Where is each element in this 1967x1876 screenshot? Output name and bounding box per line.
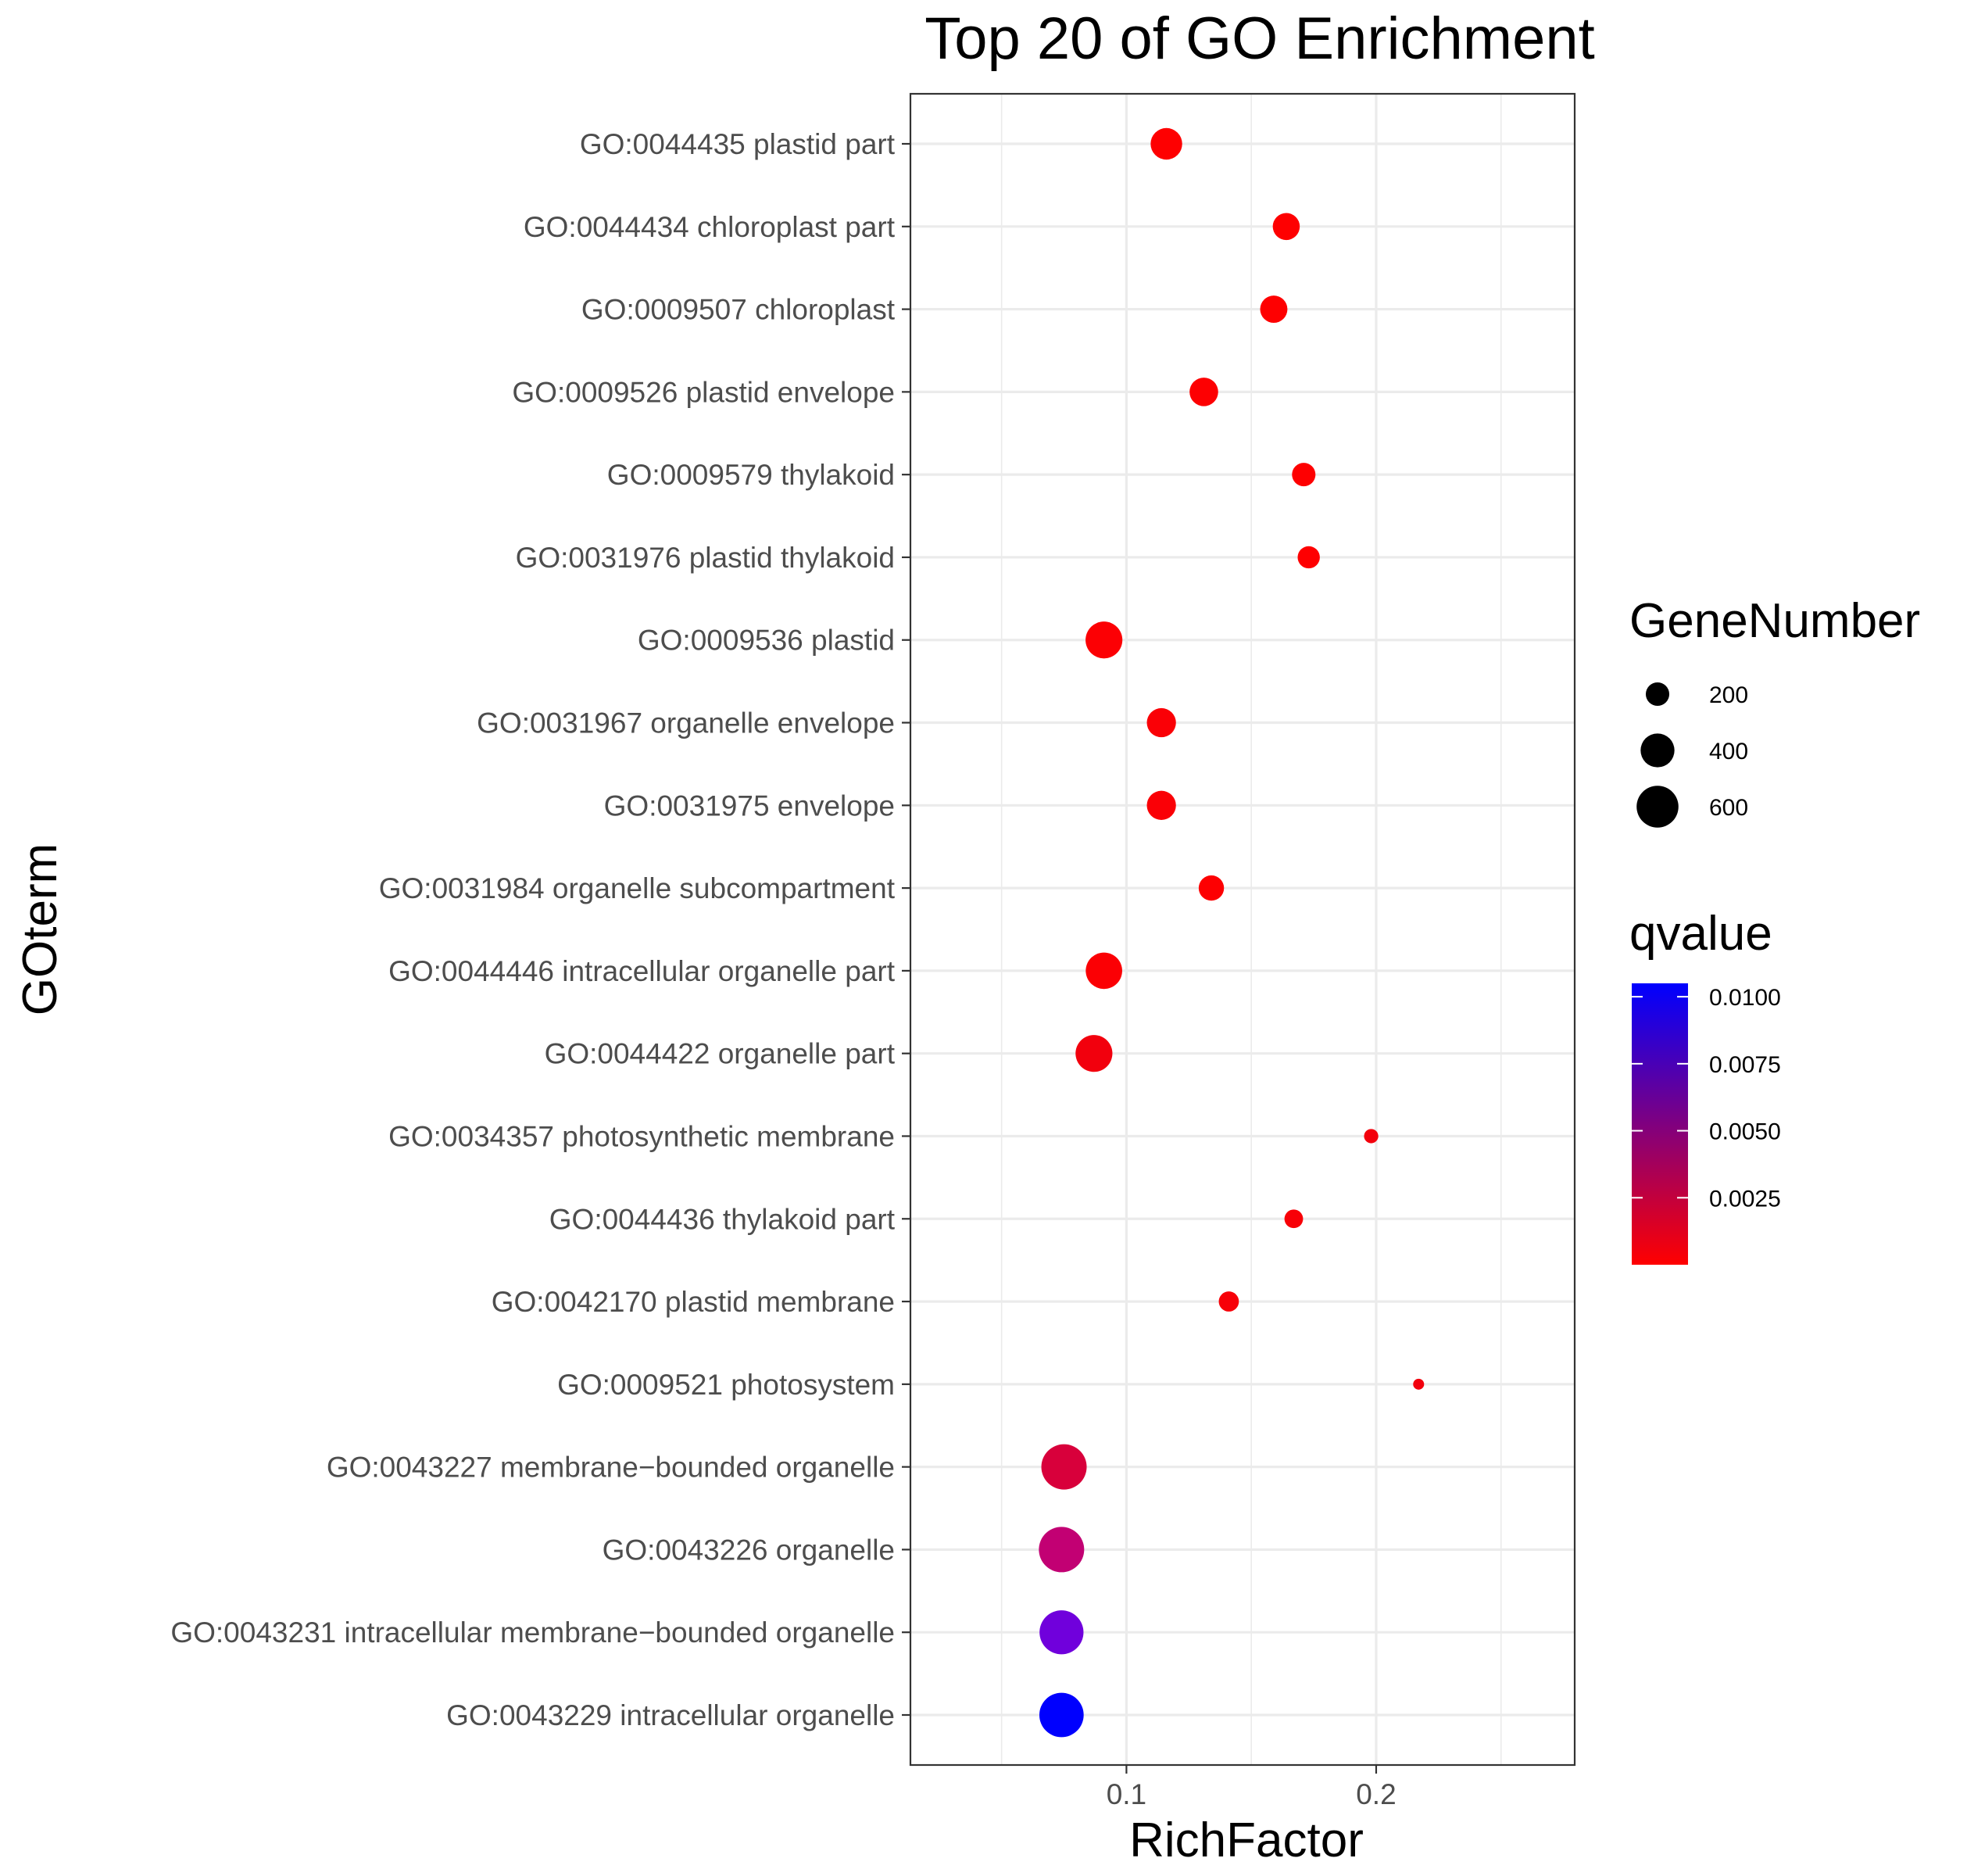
y-tick-label: GO:0044436 thylakoid part [549,1203,896,1235]
data-point [1260,295,1288,324]
plot-panel [909,92,1576,1767]
y-tick-label: GO:0034357 photosynthetic membrane [388,1120,895,1152]
size-legend: GeneNumber 200 400 600 [1629,594,1920,828]
data-point [1146,790,1176,820]
color-legend-ticks: 0.0100 0.0075 0.0050 0.0025 [1632,985,1781,1212]
y-tick-label: GO:0043231 intracellular membrane−bounde… [170,1616,895,1649]
colorbar-tick-label: 0.0025 [1709,1186,1781,1212]
y-axis-title: GOterm [13,843,67,1015]
y-tick-label: GO:0031976 plastid thylakoid [516,542,895,574]
data-point [1085,952,1122,990]
x-tick-label: 0.1 [1107,1778,1146,1810]
data-point [1039,1692,1084,1738]
y-tick-label: GO:0044435 plastid part [580,128,896,160]
panel-background [910,94,1575,1765]
colorbar-tick-label: 0.0050 [1709,1119,1781,1145]
y-tick-label: GO:0042170 plastid membrane [492,1286,895,1318]
y-tick-label: GO:0043226 organelle [603,1534,895,1566]
size-legend-key [1645,682,1670,707]
y-tick-label: GO:0009521 photosystem [557,1369,895,1401]
colorbar-tick-label: 0.0075 [1709,1052,1781,1078]
data-point [1189,378,1218,406]
y-tick-label: GO:0043227 membrane−bounded organelle [327,1452,895,1484]
data-point [1085,621,1123,659]
data-point [1041,1444,1087,1490]
y-tick-label: GO:0044434 chloroplast part [524,211,896,243]
size-legend-keys: 200 400 600 [1636,682,1748,828]
y-tick-label: GO:0044422 organelle part [545,1038,896,1070]
y-tick-label: GO:0043229 intracellular organelle [446,1699,895,1731]
colorbar [1632,983,1688,1265]
data-point [1039,1610,1084,1655]
data-point [1364,1129,1379,1144]
data-points [1039,127,1425,1738]
size-legend-title: GeneNumber [1629,594,1920,648]
color-legend: qvalue 0.0100 0.0075 0.0050 0.0025 [1629,907,1781,1265]
x-axis: 0.1 0.2 [1107,1765,1397,1810]
size-legend-key [1640,733,1675,768]
color-legend-title: qvalue [1629,907,1772,961]
y-tick-label: GO:0009536 plastid [638,625,895,657]
data-point [1292,463,1316,487]
major-gridlines [910,94,1575,1765]
x-tick-label: 0.2 [1356,1778,1396,1810]
y-tick-label: GO:0044446 intracellular organelle part [388,955,896,987]
data-point [1075,1035,1113,1072]
chart-title: Top 20 of GO Enrichment [924,5,1595,72]
data-point [1218,1291,1239,1312]
data-point [1413,1378,1425,1390]
size-legend-label: 200 [1709,682,1748,708]
y-tick-label: GO:0009526 plastid envelope [512,376,895,408]
data-point [1146,707,1176,738]
colorbar-tick-label: 0.0100 [1709,985,1781,1011]
y-tick-label: GO:0031975 envelope [604,789,895,822]
panel-border [909,92,1576,1767]
size-legend-key [1636,786,1679,828]
y-tick-label: GO:0031984 organelle subcompartment [379,872,896,904]
minor-gridlines [1000,94,1502,1765]
data-point [1039,1527,1085,1573]
data-point [1284,1209,1304,1229]
y-tick-label: GO:0009507 chloroplast [581,294,896,326]
x-axis-title: RichFactor [1129,1813,1364,1867]
data-point [1198,875,1225,901]
size-legend-label: 400 [1709,739,1748,764]
y-tick-label: GO:0031967 organelle envelope [477,707,895,739]
data-point [1272,213,1300,241]
y-axis: GO:0044435 plastid part GO:0044434 chloro… [170,128,910,1731]
y-tick-label: GO:0009579 thylakoid [607,459,895,491]
data-point [1297,546,1320,569]
size-legend-label: 600 [1709,795,1748,821]
data-point [1150,127,1182,160]
